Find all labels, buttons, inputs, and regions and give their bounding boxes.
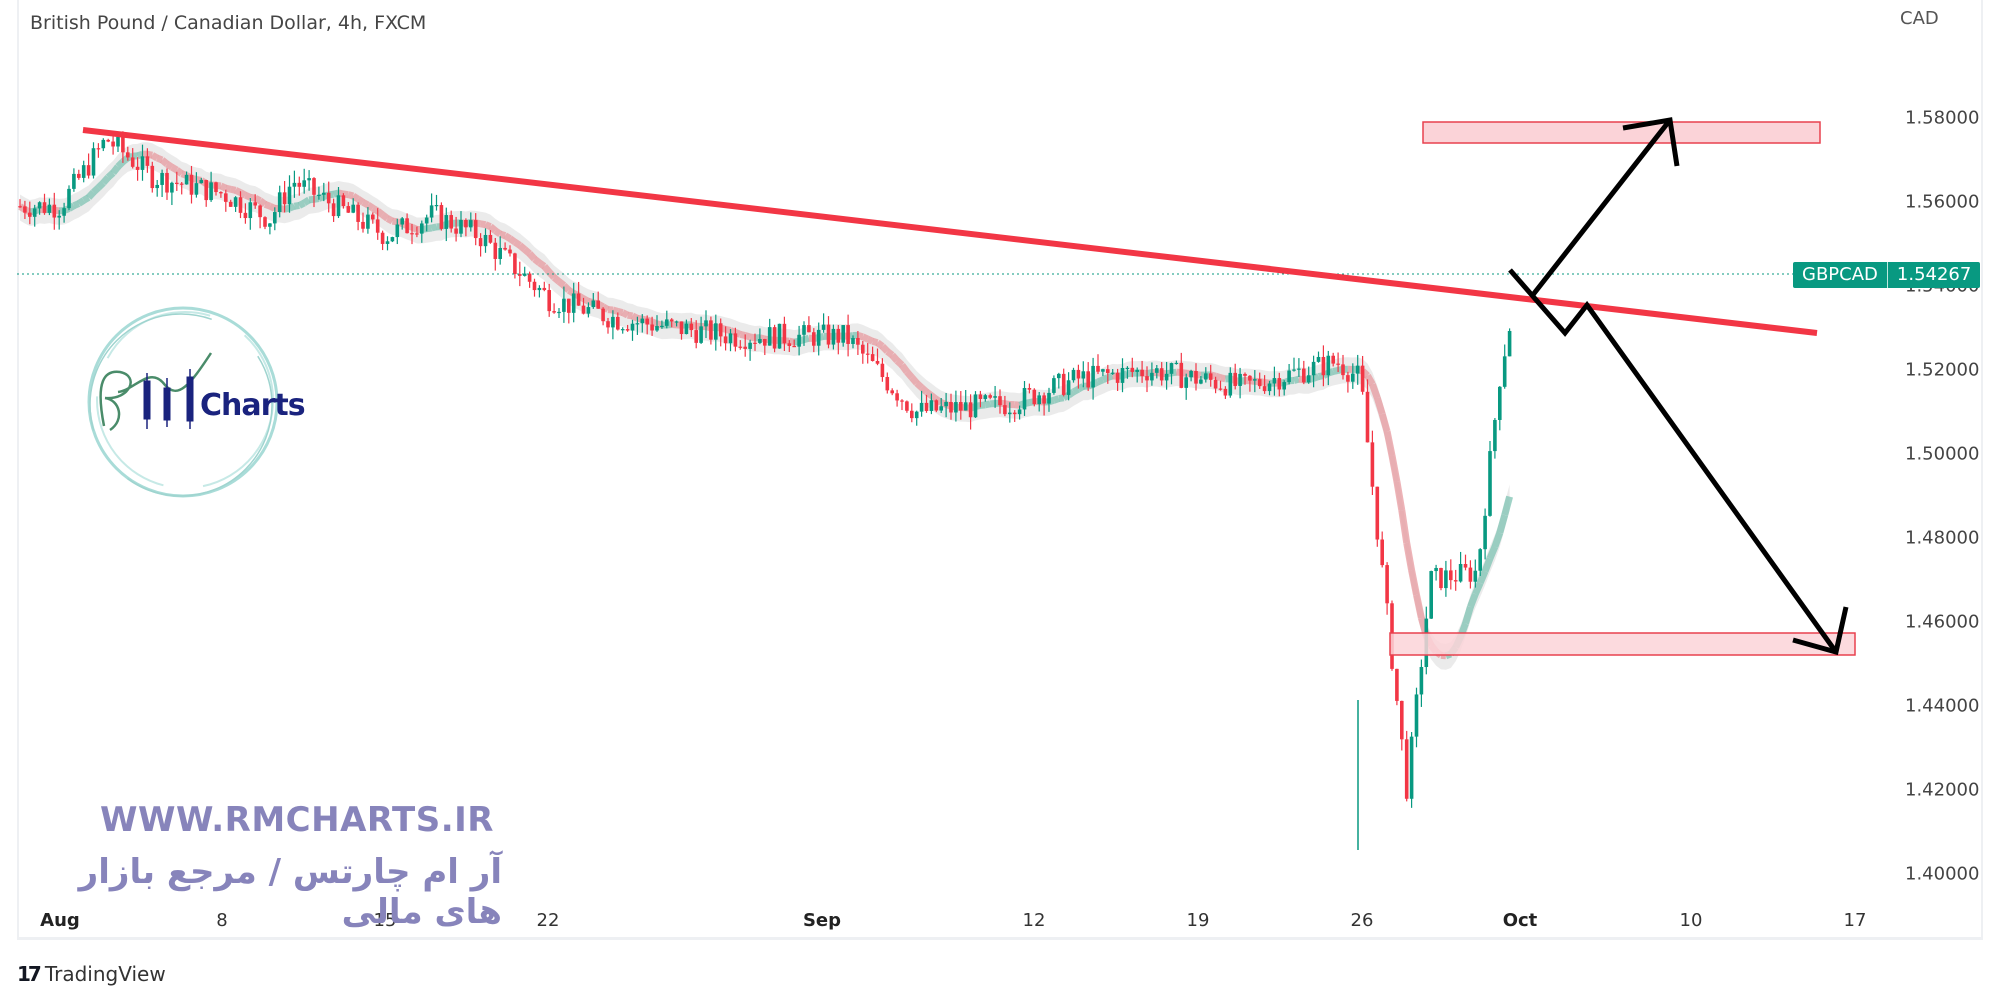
- time-axis-label: Sep: [803, 910, 841, 931]
- price-axis-label: 1.58000: [1905, 108, 1979, 129]
- time-axis-label: 19: [1187, 910, 1210, 931]
- price-chart[interactable]: [0, 0, 2000, 1000]
- currency-label: CAD: [1900, 8, 1939, 29]
- tradingview-brand: TradingView: [45, 962, 166, 986]
- price-axis-label: 1.52000: [1905, 360, 1979, 381]
- price-axis-label: 1.46000: [1905, 612, 1979, 633]
- tradingview-logo[interactable]: 17 TradingView: [17, 962, 166, 986]
- time-axis-label: 22: [537, 910, 560, 931]
- logo-charts-text: Charts: [200, 388, 305, 423]
- chart-title: British Pound / Canadian Dollar, 4h, FXC…: [30, 12, 426, 34]
- time-axis-label: 26: [1351, 910, 1374, 931]
- time-axis-label: Oct: [1503, 910, 1538, 931]
- price-axis-label: 1.44000: [1905, 696, 1979, 717]
- scenario-arrows[interactable]: [1510, 120, 1846, 652]
- tradingview-mark-icon: 17: [17, 962, 39, 986]
- price-axis-label: 1.48000: [1905, 528, 1979, 549]
- last-price-tag: GBPCAD 1.54267: [1793, 262, 1980, 288]
- descending-trendline[interactable]: [83, 130, 1817, 333]
- watermark-persian: آر ام چارتس / مرجع بازار های مالی: [40, 852, 502, 932]
- watermark-url: WWW.RMCHARTS.IR: [100, 800, 494, 840]
- price-axis-label: 1.50000: [1905, 444, 1979, 465]
- symbol-label: GBPCAD: [1793, 262, 1888, 288]
- upper-target-zone[interactable]: [1423, 122, 1820, 143]
- candlestick-series: [18, 131, 1511, 850]
- bullish-arrow-line: [1532, 120, 1670, 296]
- price-axis-label: 1.40000: [1905, 864, 1979, 885]
- price-axis-label: 1.42000: [1905, 780, 1979, 801]
- time-axis-label: 10: [1680, 910, 1703, 931]
- price-axis-label: 1.56000: [1905, 192, 1979, 213]
- lower-target-zone[interactable]: [1390, 633, 1855, 655]
- last-price-value: 1.54267: [1888, 262, 1980, 288]
- time-axis-label: 12: [1023, 910, 1046, 931]
- time-axis-label: 17: [1844, 910, 1867, 931]
